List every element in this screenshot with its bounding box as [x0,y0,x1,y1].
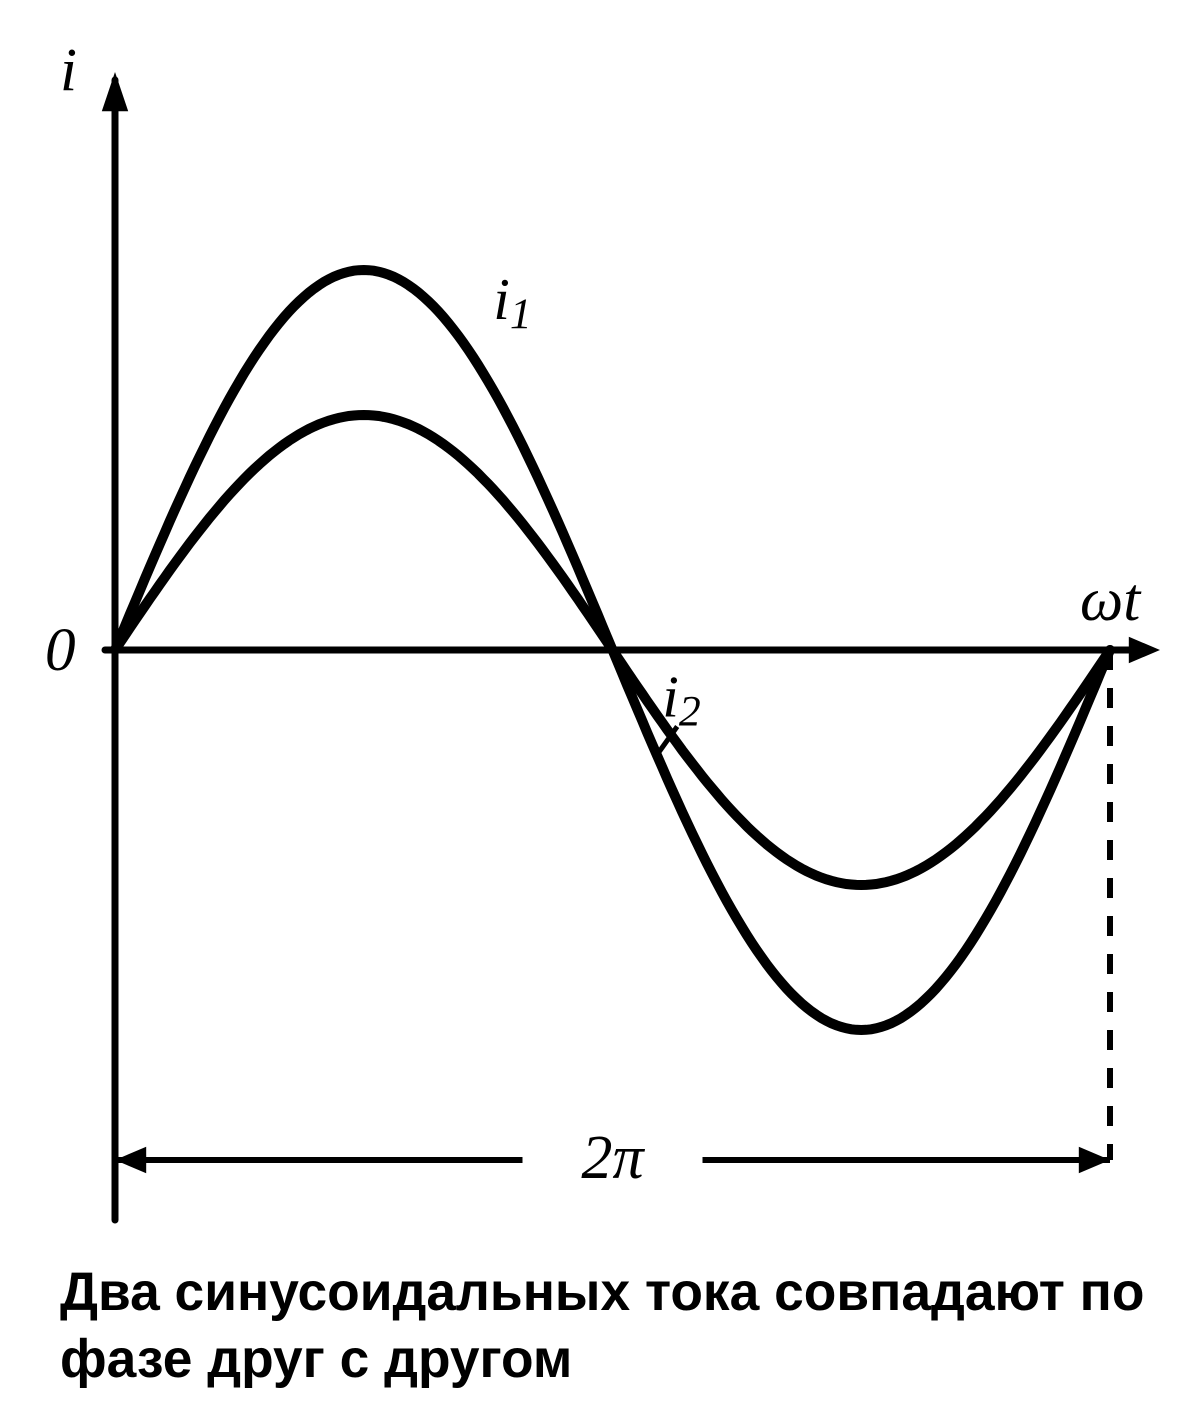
origin-label: 0 [45,616,76,684]
sine-phase-diagram: i ωt 0 i1 i2 2π [0,0,1200,1426]
curve-i1-label: i1 [493,266,531,338]
x-axis-label: ωt [1080,566,1142,634]
period-label: 2π [581,1124,645,1192]
chart-svg: i ωt 0 i1 i2 2π [0,0,1200,1240]
y-axis-label: i [60,36,77,104]
caption-text: Два синусоидальных тока совпадают по фаз… [60,1260,1160,1393]
curve-i2-label: i2 [662,664,700,736]
